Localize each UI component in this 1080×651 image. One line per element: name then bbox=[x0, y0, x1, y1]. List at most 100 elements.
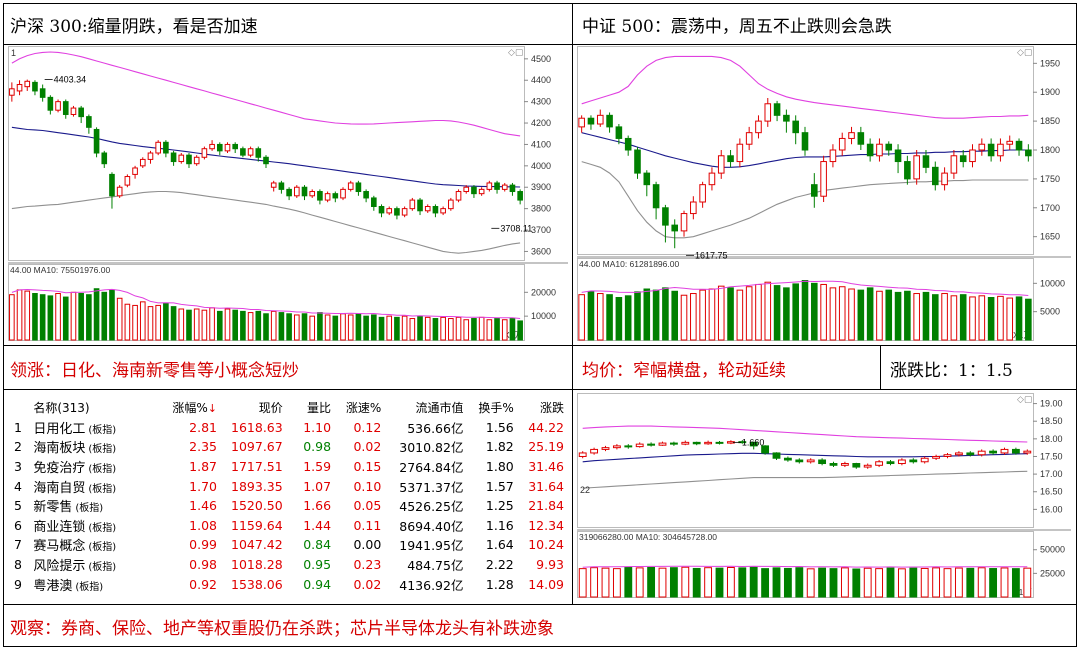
chart-options-icon[interactable]: ◇▢ bbox=[508, 48, 523, 58]
volume-bar bbox=[761, 568, 770, 598]
candle-body bbox=[471, 186, 477, 195]
volume-bar bbox=[818, 567, 827, 598]
volume-bar bbox=[440, 316, 446, 341]
sector-tag: (板指) bbox=[88, 424, 117, 436]
candle-body bbox=[132, 167, 138, 175]
candle-body bbox=[909, 459, 918, 463]
volume-label: 44.00 MA10: 61281896.00 bbox=[579, 259, 679, 269]
header-price[interactable]: 现价 bbox=[258, 401, 283, 416]
candle-body bbox=[109, 173, 115, 197]
y-tick-label: 1800 bbox=[1040, 145, 1060, 155]
candle-body bbox=[463, 186, 470, 193]
candle-body bbox=[885, 143, 893, 151]
candle-body bbox=[178, 154, 185, 163]
volume-bar bbox=[193, 308, 200, 341]
volume-bar bbox=[124, 303, 131, 341]
row-turn: 2.22 bbox=[485, 557, 514, 573]
table-row[interactable]: 9 粤港澳 (板指) 0.92 1538.06 0.94 0.02 4136.92亿 1.28 1… bbox=[14, 574, 564, 594]
volume-bar bbox=[801, 280, 809, 341]
table-row[interactable]: 3 免疫治疗 (板指) 1.87 1717.51 1.59 0.15 2764.84亿 1.80… bbox=[14, 457, 564, 477]
y-tick-label: 4200 bbox=[531, 118, 551, 128]
candle-body bbox=[897, 459, 906, 465]
candle-body bbox=[681, 441, 690, 445]
volume-bar bbox=[745, 286, 753, 341]
row-index: 3 bbox=[14, 459, 22, 475]
candle-body bbox=[727, 155, 734, 163]
candle-body bbox=[606, 114, 613, 128]
candle-body bbox=[920, 457, 929, 463]
row-chg: 1.87 bbox=[189, 459, 217, 475]
header-chg[interactable]: 涨幅%↓ bbox=[172, 401, 217, 416]
sector-name: 免疫治疗 bbox=[33, 461, 86, 477]
volume-bar bbox=[662, 287, 669, 341]
row-cap: 5371.37亿 bbox=[399, 479, 464, 495]
candle-body bbox=[876, 143, 883, 157]
candle-body bbox=[647, 443, 656, 446]
row-chg: 2.35 bbox=[189, 439, 217, 455]
volume-bar bbox=[749, 566, 758, 598]
row-index: 2 bbox=[14, 439, 22, 455]
y-tick-label: 4400 bbox=[531, 75, 551, 85]
y-tick-label: 18.50 bbox=[1040, 416, 1063, 426]
header-name[interactable]: 名称(313) bbox=[33, 401, 90, 416]
table-row[interactable]: 5 新零售 (板指) 1.46 1520.50 1.66 0.05 4526.25亿 1.25 2… bbox=[14, 496, 564, 516]
volume-bar bbox=[24, 290, 31, 341]
candle-body bbox=[101, 152, 108, 165]
volume-bar bbox=[409, 318, 416, 341]
header-spd[interactable]: 涨速% bbox=[345, 401, 382, 416]
header-diff[interactable]: 涨跌 bbox=[539, 401, 564, 416]
volume-bar bbox=[838, 286, 846, 341]
volume-bar bbox=[783, 567, 792, 598]
candle-body bbox=[987, 143, 995, 157]
table-row[interactable]: 1 日用化工 (板指) 2.81 1618.63 1.10 0.12 536.66亿 1.56 4… bbox=[14, 418, 564, 438]
annotation-label: 3708.11 bbox=[500, 223, 532, 233]
y-tick-label: 3700 bbox=[531, 225, 551, 235]
frame-right bbox=[1076, 3, 1077, 647]
header-cap[interactable]: 流通市值 bbox=[415, 401, 464, 416]
divider-row2 bbox=[3, 345, 1076, 346]
candle-body bbox=[1006, 140, 1014, 145]
volume-bar bbox=[652, 289, 660, 341]
chart-options-icon[interactable]: ◇▢ bbox=[1017, 48, 1032, 58]
table-row[interactable]: 2 海南板块 (板指) 2.35 1097.67 0.98 0.02 3010.82亿 1.82… bbox=[14, 437, 564, 457]
table-row[interactable]: 7 赛马概念 (板指) 0.99 1047.42 0.84 0.00 1941.95亿 1.64… bbox=[14, 535, 564, 555]
sector-tag: (板指) bbox=[75, 503, 104, 515]
y-tick-label: 4000 bbox=[531, 161, 551, 171]
boll-upper-line bbox=[11, 51, 521, 137]
candle-body bbox=[715, 441, 724, 444]
row-name: 粤港澳 (板指) bbox=[33, 575, 168, 594]
volume-bar bbox=[39, 294, 46, 341]
row-name: 赛马概念 (板指) bbox=[33, 535, 168, 554]
volume-bar bbox=[606, 294, 613, 341]
candle-body bbox=[922, 155, 930, 168]
candle-body bbox=[317, 191, 323, 201]
candle-body bbox=[658, 442, 667, 446]
y-tick-label: 16.50 bbox=[1040, 487, 1063, 497]
row-price: 1159.64 bbox=[231, 517, 283, 533]
candle-body bbox=[680, 213, 688, 232]
volume-bar bbox=[486, 319, 493, 341]
y-tick-label: 18.00 bbox=[1040, 434, 1063, 444]
header-turn[interactable]: 换手% bbox=[478, 401, 514, 416]
candle-body bbox=[749, 441, 758, 447]
candle-body bbox=[170, 152, 177, 163]
candle-body bbox=[806, 459, 815, 463]
table-row[interactable]: 4 海南自贸 (板指) 1.70 1893.35 1.07 0.10 5371.37亿 1.57… bbox=[14, 476, 564, 496]
volume-bar bbox=[806, 568, 815, 598]
candle-body bbox=[736, 143, 744, 163]
candle-body bbox=[848, 132, 855, 139]
row-vr: 0.84 bbox=[303, 537, 332, 553]
volume-bar bbox=[717, 285, 725, 341]
candle-body bbox=[394, 208, 400, 216]
table-row[interactable]: 6 商业连锁 (板指) 1.08 1159.64 1.44 0.11 8694.40亿 1.16… bbox=[14, 516, 564, 536]
candle-body bbox=[612, 445, 621, 449]
candle-body bbox=[977, 450, 986, 456]
candle-body bbox=[347, 182, 354, 190]
candle-body bbox=[829, 463, 838, 466]
table-row[interactable]: 8 风险提示 (板指) 0.98 1018.28 0.95 0.23 484.75亿 2.22 9… bbox=[14, 555, 564, 575]
volume-unit: X1万 bbox=[1013, 330, 1032, 340]
header-vr[interactable]: 量比 bbox=[307, 401, 332, 416]
volume-bar bbox=[401, 315, 408, 341]
candle-body bbox=[293, 186, 300, 197]
chart-options-icon[interactable]: ◇▢ bbox=[1017, 395, 1032, 405]
